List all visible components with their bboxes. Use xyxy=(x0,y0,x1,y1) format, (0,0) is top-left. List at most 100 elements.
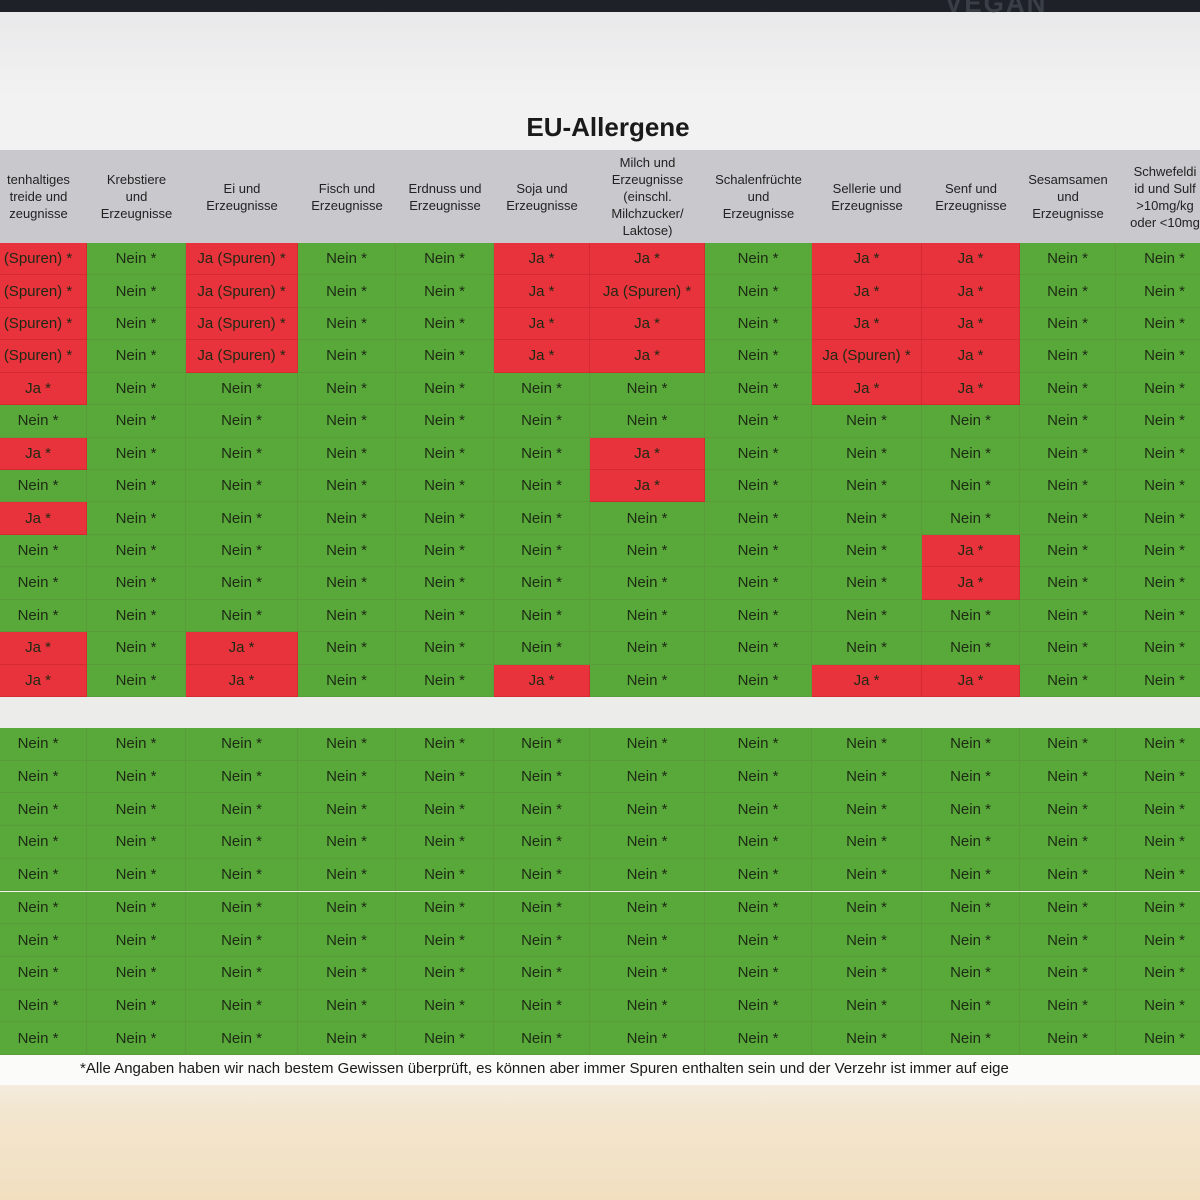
table-cell: Nein * xyxy=(1020,632,1116,665)
table-cell: Nein * xyxy=(590,664,705,697)
table-cell: Nein * xyxy=(1116,372,1200,406)
table-cell: Nein * xyxy=(1020,989,1116,1023)
table-cell: Nein * xyxy=(1116,632,1200,665)
table-cell: Nein * xyxy=(298,567,396,600)
table-cell: Nein * xyxy=(396,760,494,794)
table-cell: Nein * xyxy=(396,664,494,697)
table-cell: Nein * xyxy=(298,728,396,761)
table-cell: Nein * xyxy=(590,372,705,406)
table-cell: Ja * xyxy=(812,275,922,308)
table-cell: Nein * xyxy=(298,891,396,925)
title: EU-Allergene xyxy=(526,112,690,142)
table-cell: Nein * xyxy=(87,891,186,925)
table-cell: Nein * xyxy=(186,956,298,990)
table-cell: Nein * xyxy=(494,924,590,957)
table-cell: Nein * xyxy=(0,989,87,1023)
table-cell: Nein * xyxy=(298,372,396,406)
table-cell: Nein * xyxy=(396,793,494,827)
table-cell: Ja * xyxy=(590,437,705,470)
table-cell: Nein * xyxy=(87,599,186,633)
table-cell: Nein * xyxy=(87,567,186,600)
table-cell: Nein * xyxy=(922,502,1020,535)
table-cell: Nein * xyxy=(494,989,590,1023)
table-cell: Nein * xyxy=(298,664,396,697)
table-cell: Nein * xyxy=(494,956,590,990)
table-cell: Nein * xyxy=(705,340,812,373)
table-cell: Nein * xyxy=(298,534,396,568)
table-cell: Nein * xyxy=(0,793,87,827)
table-cell: Nein * xyxy=(396,599,494,633)
table-cell: Nein * xyxy=(298,599,396,633)
table-cell: Ja * xyxy=(590,243,705,276)
table-cell: Nein * xyxy=(87,989,186,1023)
table-cell: Nein * xyxy=(396,470,494,503)
table-cell: Nein * xyxy=(705,243,812,276)
column-header: Milch und Erzeugnisse (einschl. Milchzuc… xyxy=(611,155,684,238)
table-cell: Nein * xyxy=(298,858,396,892)
table-cell: Nein * xyxy=(1116,1022,1200,1055)
table-cell: Nein * xyxy=(396,307,494,341)
table-cell: (Spuren) * xyxy=(0,243,87,276)
table-cell: Ja * xyxy=(812,372,922,406)
table-cell: Nein * xyxy=(396,567,494,600)
table-cell: Nein * xyxy=(812,989,922,1023)
table-cell: Nein * xyxy=(812,924,922,957)
table-cell: Ja * xyxy=(922,307,1020,341)
table-cell: Nein * xyxy=(186,502,298,535)
header-band xyxy=(0,150,1200,243)
table-cell: Nein * xyxy=(186,826,298,859)
table-cell: Ja * xyxy=(812,307,922,341)
table-cell: Nein * xyxy=(1020,728,1116,761)
table-cell: Nein * xyxy=(590,956,705,990)
table-cell: Nein * xyxy=(298,956,396,990)
table-cell: Ja * xyxy=(922,372,1020,406)
table-cell: Nein * xyxy=(494,567,590,600)
table-cell: Ja * xyxy=(0,372,87,406)
table-cell: Nein * xyxy=(705,307,812,341)
table-cell: Nein * xyxy=(922,599,1020,633)
table-cell: Nein * xyxy=(1020,275,1116,308)
table-cell: Nein * xyxy=(1116,275,1200,308)
table-cell: Nein * xyxy=(0,858,87,892)
table-cell: Nein * xyxy=(396,534,494,568)
table-cell: Nein * xyxy=(87,664,186,697)
table-cell: Nein * xyxy=(705,793,812,827)
table-cell: Ja * xyxy=(922,340,1020,373)
table-cell: Nein * xyxy=(0,405,87,438)
table-cell: Nein * xyxy=(494,760,590,794)
table-cell: Ja * xyxy=(922,534,1020,568)
table-cell: Nein * xyxy=(705,567,812,600)
table-cell: Nein * xyxy=(87,534,186,568)
table-cell: Nein * xyxy=(396,275,494,308)
table-cell: Ja (Spuren) * xyxy=(186,307,298,341)
table-cell: (Spuren) * xyxy=(0,275,87,308)
table-cell: Ja (Spuren) * xyxy=(186,275,298,308)
table-cell: Nein * xyxy=(1116,502,1200,535)
table-cell: Nein * xyxy=(87,826,186,859)
table-cell: Nein * xyxy=(1116,470,1200,503)
table-cell: Nein * xyxy=(922,437,1020,470)
table-cell: Nein * xyxy=(1116,599,1200,633)
table-cell: Nein * xyxy=(812,534,922,568)
table-cell: Nein * xyxy=(186,534,298,568)
table-cell: Nein * xyxy=(494,858,590,892)
table-cell: Nein * xyxy=(705,728,812,761)
table-cell: Nein * xyxy=(0,1022,87,1055)
table-cell: Nein * xyxy=(705,826,812,859)
table-cell: Nein * xyxy=(590,405,705,438)
table-cell: Nein * xyxy=(590,858,705,892)
table-cell: Ja * xyxy=(494,275,590,308)
table-cell: Ja * xyxy=(922,664,1020,697)
table-cell: Ja * xyxy=(0,632,87,665)
table-cell: Nein * xyxy=(705,372,812,406)
column-header: Sellerie und Erzeugnisse xyxy=(831,180,903,213)
table-cell: Nein * xyxy=(812,826,922,859)
top-banner: VEGAN xyxy=(0,0,1200,18)
table-cell: Nein * xyxy=(1020,793,1116,827)
table-cell: Nein * xyxy=(396,340,494,373)
table-cell: Ja * xyxy=(922,275,1020,308)
table-cell: Nein * xyxy=(494,502,590,535)
table-cell: Nein * xyxy=(922,826,1020,859)
table-cell: Nein * xyxy=(0,534,87,568)
table-cell: Nein * xyxy=(396,924,494,957)
